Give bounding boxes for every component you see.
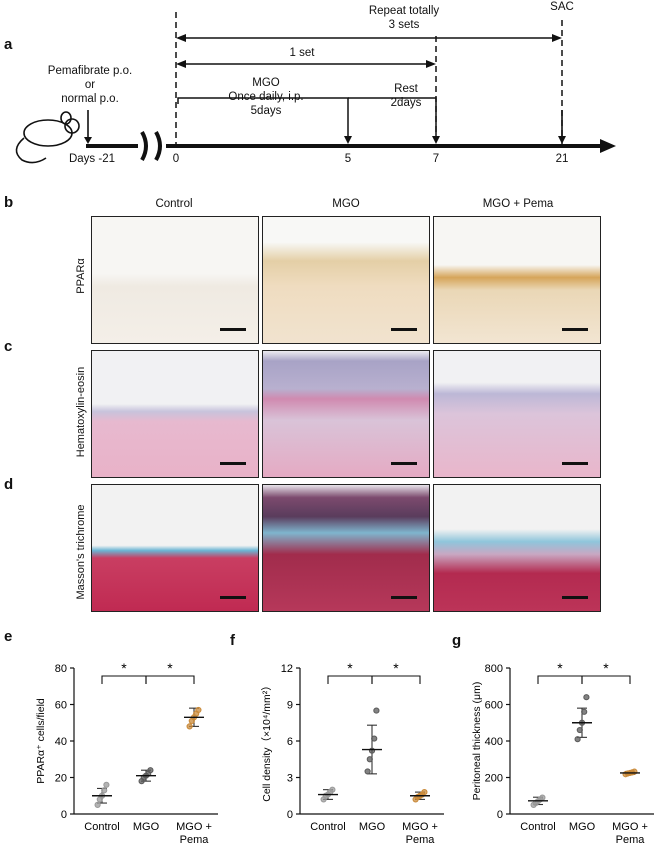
x-tick-label: Pema [180, 834, 210, 846]
column-header-control: Control [155, 198, 193, 210]
tick-21: 21 [555, 153, 569, 165]
significance-star: * [557, 660, 563, 676]
days-label: Days -21 [68, 153, 116, 165]
data-point [583, 694, 590, 701]
rest-label: Rest 2days [390, 83, 422, 109]
tick-5: 5 [344, 153, 352, 165]
data-point [101, 787, 108, 794]
x-tick-label: Pema [406, 834, 436, 846]
x-tick-label: Pema [616, 834, 646, 846]
y-axis-label: Cell density（×10⁴/mm²） [261, 680, 273, 802]
data-point [581, 708, 588, 715]
mouse-icon [15, 111, 80, 164]
data-point [364, 768, 371, 775]
y-tick-label: 6 [287, 736, 293, 748]
y-tick-label: 9 [287, 700, 293, 712]
significance-bracket [371, 675, 421, 684]
panel-label-f: f [230, 632, 235, 649]
mgo-label: MGO Once daily, i.p. 5days [228, 77, 304, 117]
significance-bracket [101, 675, 147, 684]
micrograph-ppara-mgo [262, 216, 430, 344]
data-point [103, 781, 110, 788]
micrograph-masson-mgo [262, 484, 430, 612]
y-tick-label: 40 [55, 736, 67, 748]
significance-star: * [167, 660, 173, 676]
x-tick-label: MGO + [176, 821, 212, 833]
panel-label-b: b [4, 194, 14, 211]
significance-bracket [581, 675, 631, 684]
data-point [373, 707, 380, 714]
row-label-ppara: PPARα [75, 258, 87, 294]
significance-bracket [537, 675, 583, 684]
data-point [574, 736, 581, 743]
chart-cell-density: 0 3 6 9 12 Cell density（×10⁴/mm²） Control MGO MG… [261, 660, 444, 846]
micrograph-he-control [91, 350, 259, 478]
y-axis-label: PPARα⁺ cells/field [35, 698, 47, 784]
data-point [94, 801, 101, 808]
y-tick-label: 0 [61, 809, 67, 821]
y-tick-label: 20 [55, 773, 67, 785]
data-point [576, 726, 583, 734]
x-tick-label: MGO [359, 821, 386, 833]
sac-label: SAC [550, 1, 574, 13]
micrograph-he-mgo [262, 350, 430, 478]
panel-label-e: e [4, 628, 13, 645]
data-point [539, 794, 546, 801]
data-point [366, 756, 373, 763]
significance-star: * [603, 660, 609, 676]
timeline-arrowhead [600, 139, 616, 153]
x-tick-label: MGO + [402, 821, 438, 833]
data-point [195, 706, 202, 714]
y-tick-label: 400 [485, 736, 503, 748]
panel-label-g: g [452, 632, 462, 649]
x-tick-label: Control [520, 821, 555, 833]
significance-star: * [393, 660, 399, 676]
y-tick-label: 60 [55, 700, 67, 712]
pemafibrate-label: Pemafibrate p.o. or normal p.o. [47, 65, 133, 105]
y-tick-label: 0 [287, 809, 293, 821]
y-tick-label: 80 [55, 663, 67, 675]
y-tick-label: 12 [281, 663, 293, 675]
micrograph-ppara-mgo-pema [433, 216, 601, 344]
data-point [421, 789, 428, 796]
chart-ppara-cells: 0 20 40 60 80 PPARα⁺ cells/field Control MGO MGO… [35, 660, 218, 846]
x-tick-label: MGO [133, 821, 160, 833]
significance-star: * [121, 660, 127, 676]
panel-label-a: a [4, 36, 13, 53]
y-tick-label: 3 [287, 773, 293, 785]
one-set-label: 1 set [289, 47, 315, 59]
x-tick-label: MGO [569, 821, 596, 833]
micrograph-ppara-control [91, 216, 259, 344]
panel-label-c: c [4, 338, 13, 355]
column-header-mgo-pema: MGO + Pema [482, 198, 554, 210]
tick-0: 0 [172, 153, 180, 165]
timeline-diagram [15, 12, 616, 164]
significance-star: * [347, 660, 353, 676]
y-tick-label: 800 [485, 663, 503, 675]
y-tick-label: 200 [485, 773, 503, 785]
data-point [371, 735, 378, 742]
column-header-mgo: MGO [332, 198, 360, 210]
x-tick-label: Control [84, 821, 119, 833]
row-label-he: Hematoxylin-eosin [75, 366, 87, 458]
y-axis-label: Peritoneal thickness (μm) [471, 682, 483, 801]
data-point [329, 786, 336, 793]
micrograph-masson-control [91, 484, 259, 612]
tick-7: 7 [432, 153, 440, 165]
y-tick-label: 600 [485, 700, 503, 712]
panel-label-d: d [4, 476, 14, 493]
x-tick-label: MGO + [612, 821, 648, 833]
micrograph-he-mgo-pema [433, 350, 601, 478]
y-tick-label: 0 [497, 809, 503, 821]
significance-bracket [327, 675, 373, 684]
significance-bracket [145, 675, 195, 684]
x-tick-label: Control [310, 821, 345, 833]
data-point [147, 767, 154, 774]
micrograph-masson-mgo-pema [433, 484, 601, 612]
data-point [186, 723, 193, 730]
row-label-masson: Masson's trichrome [75, 504, 87, 600]
repeat-label: Repeat totally 3 sets [368, 5, 440, 31]
